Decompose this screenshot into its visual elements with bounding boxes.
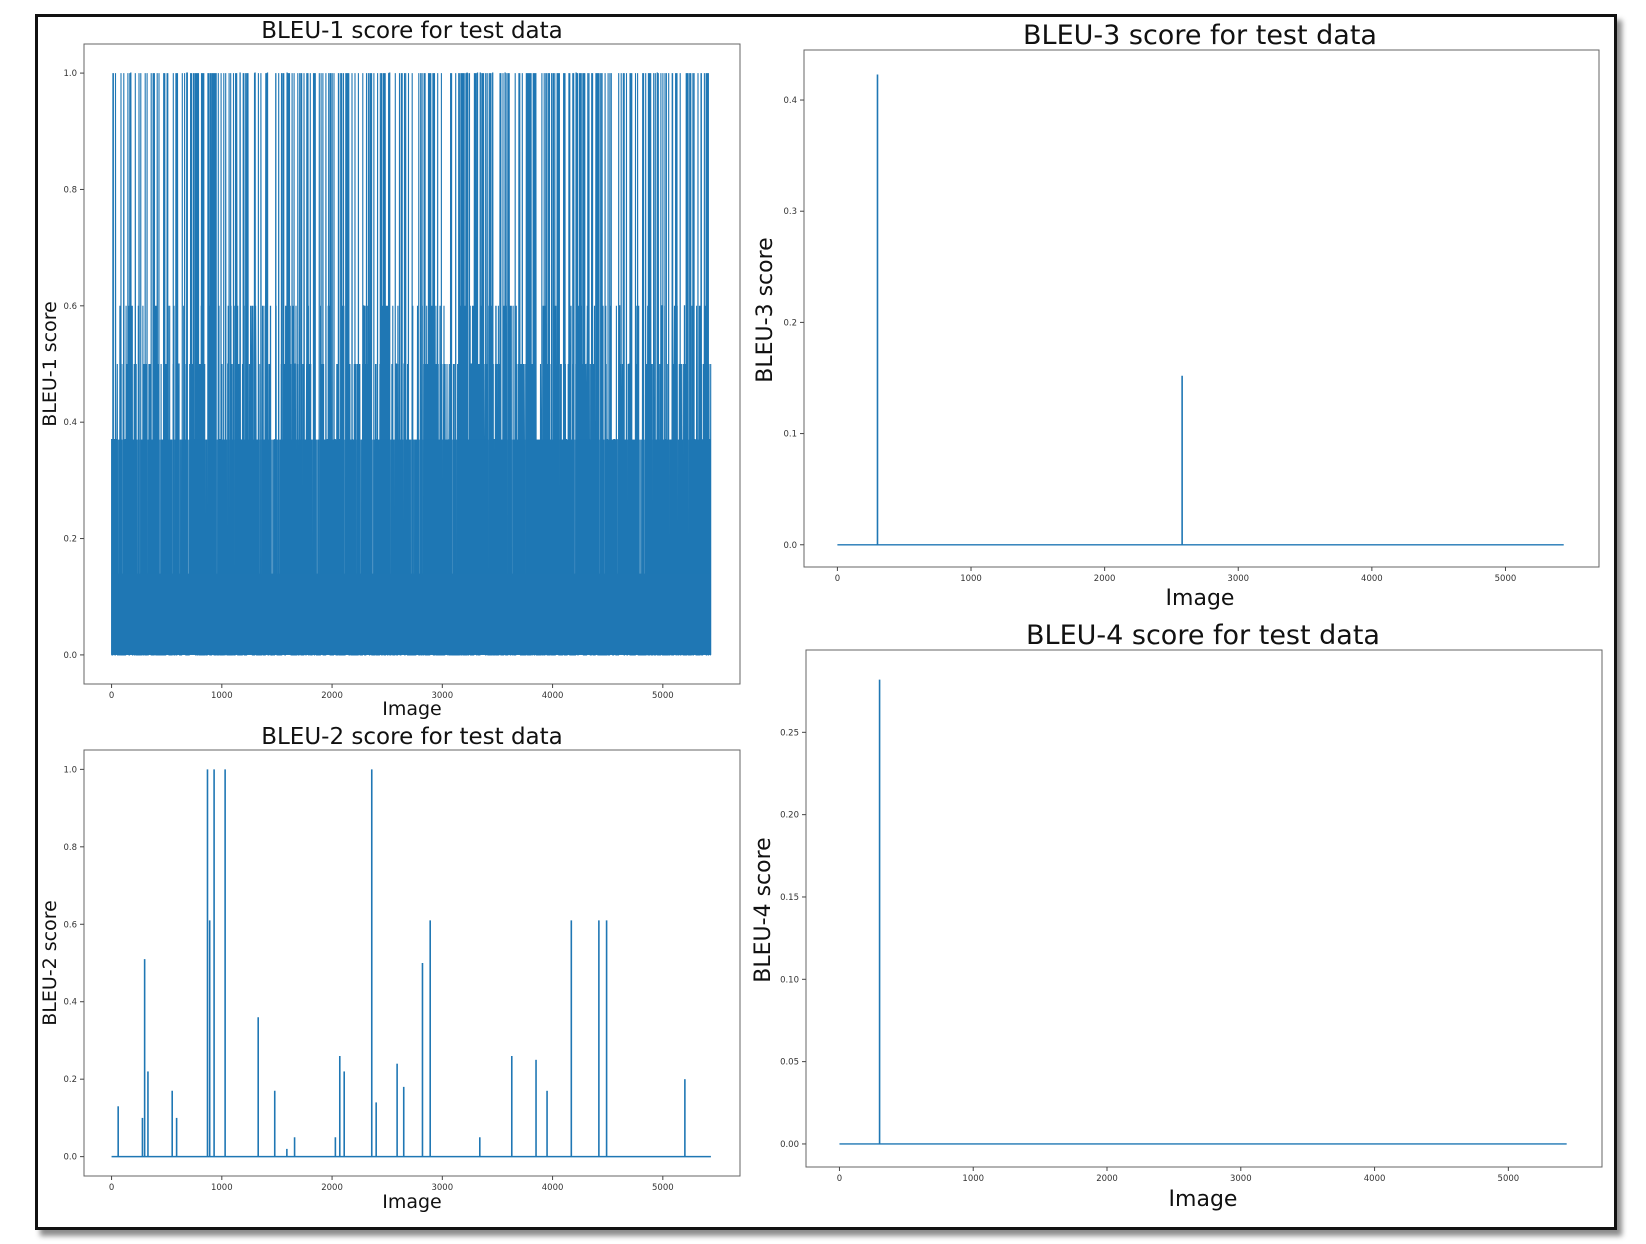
bleu3-x-tick-label: 2000 — [1094, 574, 1116, 584]
bleu3-y-tick-label: 0.1 — [783, 430, 797, 440]
bleu4-y-tick-label: 0.00 — [780, 1140, 799, 1150]
bleu1-y-tick-label: 0.0 — [63, 651, 77, 661]
bleu2-title: BLEU-2 score for test data — [261, 724, 563, 750]
bleu3-x-tick-label: 4000 — [1361, 574, 1383, 584]
bleu2-y-axis-label: BLEU-2 score — [39, 900, 61, 1026]
bleu3-y-tick-label: 0.2 — [783, 318, 797, 328]
bleu4-x-tick-label: 0 — [837, 1174, 842, 1184]
bleu2-x-tick-label: 2000 — [321, 1183, 343, 1193]
bleu4-ticks: 0 1000 2000 3000 4000 5000 0.00 0.05 0.10 0.15 0.2… — [780, 728, 1519, 1184]
bleu3-x-axis-label: Image — [1166, 586, 1235, 611]
bleu3-plot-frame — [803, 49, 1600, 568]
bleu3-x-tick-label: 3000 — [1227, 574, 1249, 584]
bleu1-y-tick-label: 0.6 — [63, 302, 77, 312]
bleu1-x-tick-label: 3000 — [431, 691, 453, 701]
bleu2-y-tick-label: 0.6 — [63, 920, 77, 930]
bleu4-x-tick-label: 1000 — [962, 1174, 984, 1184]
bleu3-title: BLEU-3 score for test data — [1023, 20, 1377, 51]
bleu2-chart: BLEU-2 score for test data 0 1000 2000 3000… — [39, 724, 741, 1213]
bleu3-series-area — [837, 74, 1564, 546]
bleu1-y-tick-label: 0.8 — [63, 185, 77, 195]
bleu4-y-tick-label: 0.05 — [780, 1058, 799, 1068]
bleu2-y-tick-label: 1.0 — [63, 765, 77, 775]
bleu4-title: BLEU-4 score for test data — [1026, 620, 1380, 651]
bleu2-plot-frame — [83, 749, 741, 1177]
bleu4-y-tick-label: 0.10 — [780, 975, 799, 985]
bleu1-plot-frame — [83, 43, 741, 685]
bleu3-y-axis-label: BLEU-3 score — [753, 237, 778, 382]
bleu1-x-axis-label: Image — [382, 698, 442, 720]
bleu2-y-tick-label: 0.4 — [63, 998, 77, 1008]
bleu3-y-tick-label: 0.3 — [783, 207, 797, 217]
bleu4-chart: BLEU-4 score for test data 0 1000 2000 3000… — [751, 620, 1603, 1212]
bleu2-x-tick-label: 0 — [109, 1183, 114, 1193]
bleu3-y-tick-label: 0.4 — [783, 96, 797, 106]
bleu4-series-area — [839, 679, 1567, 1145]
bleu4-y-tick-label: 0.20 — [780, 811, 799, 821]
bleu2-y-tick-label: 0.0 — [63, 1153, 77, 1163]
bleu2-x-tick-label: 3000 — [431, 1183, 453, 1193]
bleu1-y-tick-label: 0.4 — [63, 418, 77, 428]
bleu3-x-tick-label: 0 — [835, 574, 840, 584]
bleu1-x-tick-label: 0 — [109, 691, 114, 701]
bleu4-x-tick-label: 4000 — [1364, 1174, 1386, 1184]
bleu1-y-axis-label: BLEU-1 score — [39, 301, 61, 427]
bleu2-y-tick-label: 0.2 — [63, 1075, 77, 1085]
bleu1-series-area — [111, 72, 712, 656]
bleu1-x-tick-label: 4000 — [542, 691, 564, 701]
bleu4-x-tick-label: 5000 — [1498, 1174, 1520, 1184]
bleu2-x-tick-label: 4000 — [542, 1183, 564, 1193]
bleu4-y-tick-label: 0.25 — [780, 728, 799, 738]
bleu3-x-tick-label: 1000 — [960, 574, 982, 584]
bleu2-x-tick-label: 1000 — [211, 1183, 233, 1193]
bleu1-y-tick-label: 0.2 — [63, 535, 77, 545]
bleu1-x-tick-label: 1000 — [211, 691, 233, 701]
bleu1-mid-band — [111, 439, 711, 574]
bleu4-y-tick-label: 0.15 — [780, 893, 799, 903]
bleu2-ticks: 0 1000 2000 3000 4000 5000 0.0 0.2 0.4 0.6 0.8 1.0 — [63, 765, 673, 1193]
bleu3-x-tick-label: 5000 — [1495, 574, 1517, 584]
bleu2-x-axis-label: Image — [382, 1191, 442, 1213]
bleu4-y-axis-label: BLEU-4 score — [751, 837, 776, 982]
bleu1-chart: BLEU-1 score for test data 0 1000 2000 3000… — [39, 18, 741, 720]
bleu4-x-tick-label: 3000 — [1230, 1174, 1252, 1184]
bleu1-ticks: 0 1000 2000 3000 4000 5000 0.0 0.2 0.4 0.6 0.8 1.0 — [63, 69, 673, 701]
bleu2-y-tick-label: 0.8 — [63, 843, 77, 853]
bleu1-title: BLEU-1 score for test data — [261, 18, 563, 44]
bleu2-series-area — [111, 769, 711, 1158]
bleu1-y-tick-label: 1.0 — [63, 69, 77, 79]
bleu4-plot-frame — [805, 649, 1603, 1168]
bleu1-x-tick-label: 5000 — [652, 691, 674, 701]
bleu3-y-tick-label: 0.0 — [783, 541, 797, 551]
bleu4-x-tick-label: 2000 — [1096, 1174, 1118, 1184]
bleu1-x-tick-label: 2000 — [321, 691, 343, 701]
bleu3-ticks: 0 1000 2000 3000 4000 5000 0.0 0.1 0.2 0.3 0.4 — [783, 96, 1516, 584]
bleu4-x-axis-label: Image — [1169, 1187, 1238, 1212]
bleu3-chart: BLEU-3 score for test data 0 1000 2000 3000… — [753, 20, 1600, 611]
bleu1-dense-band — [111, 573, 711, 655]
bleu2-x-tick-label: 5000 — [652, 1183, 674, 1193]
